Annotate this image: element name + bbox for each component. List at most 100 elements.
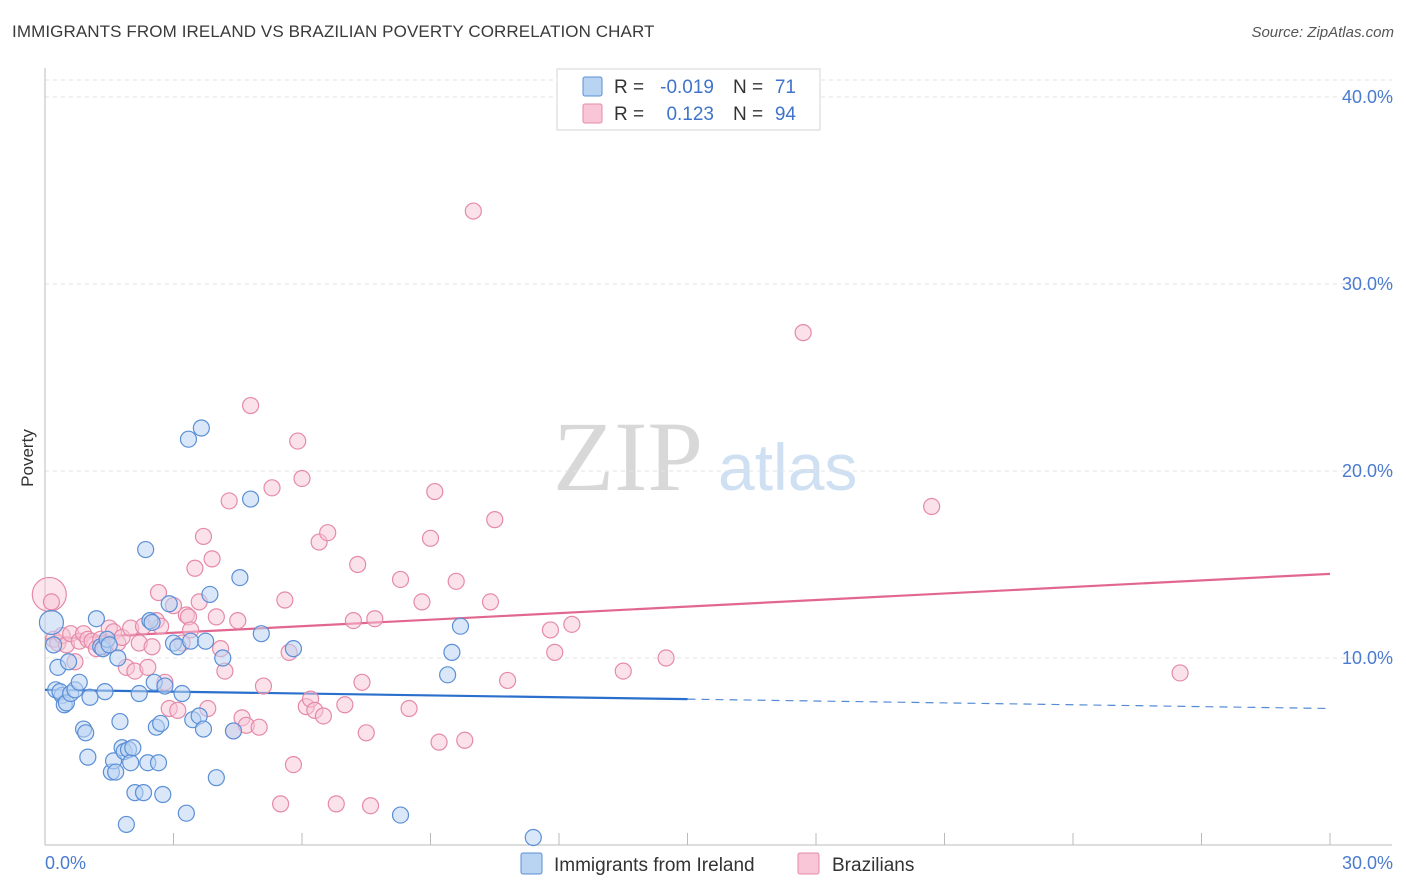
data-point-brazilians [499, 671, 517, 690]
tick-labels: 10.0% 20.0% 30.0% 40.0% 0.0% 30.0% [45, 87, 1393, 873]
data-point-brazilians [229, 611, 247, 630]
data-point-brazilians [391, 570, 410, 589]
data-point-brazilians [169, 701, 187, 719]
data-point-brazilians [203, 550, 221, 568]
data-point-brazilians [344, 611, 362, 630]
data-point-brazilians [319, 524, 337, 542]
data-point-brazilians [614, 662, 632, 680]
data-point-ireland [231, 568, 249, 587]
data-point-ireland [192, 419, 210, 437]
data-point-brazilians [289, 432, 307, 450]
data-point-ireland [111, 712, 129, 731]
data-point-ireland [524, 828, 542, 847]
legend-bottom-swatch-brazilians [797, 852, 820, 875]
data-point-ireland [124, 739, 142, 757]
data-point-ireland [81, 688, 99, 706]
data-point-brazilians [657, 649, 675, 667]
data-point-ireland [173, 684, 191, 703]
data-point-ireland [179, 430, 198, 448]
data-point-brazilians [143, 638, 161, 656]
data-point-brazilians [42, 593, 61, 611]
y-tick-label: 30.0% [1342, 274, 1393, 294]
data-point-ireland [154, 785, 172, 804]
ireland-points [38, 419, 542, 847]
data-point-brazilians [794, 324, 812, 342]
data-point-ireland [224, 722, 243, 740]
data-point-brazilians [220, 492, 238, 510]
data-point-ireland [242, 490, 260, 508]
legend-bottom-label-brazilians: Brazilians [832, 855, 914, 876]
data-point-ireland [143, 613, 161, 632]
data-point-ireland [451, 617, 470, 635]
data-point-brazilians [426, 482, 444, 501]
data-point-brazilians [923, 497, 941, 516]
data-point-brazilians [336, 696, 354, 714]
y-tick-label: 10.0% [1342, 648, 1393, 668]
trend-line-ireland [44, 688, 688, 701]
grid-lines [45, 79, 1392, 659]
data-point-brazilians [327, 795, 345, 813]
data-point-ireland [77, 724, 95, 742]
data-point-brazilians [430, 733, 448, 751]
legend-n-label-2: N = [733, 104, 763, 125]
axes [44, 68, 1392, 846]
data-point-brazilians [481, 593, 500, 611]
legend-n-value-2: 94 [775, 104, 797, 125]
data-point-brazilians [149, 583, 168, 602]
x-tick-label: 30.0% [1342, 853, 1393, 873]
legend-bottom-label-ireland: Immigrants from Ireland [554, 855, 755, 876]
data-point-brazilians [139, 658, 157, 676]
data-point-brazilians [353, 673, 371, 691]
data-point-ireland [284, 640, 303, 658]
data-point-ireland [443, 643, 461, 661]
data-point-ireland [87, 610, 106, 628]
data-point-brazilians [421, 529, 440, 547]
data-point-ireland [177, 804, 195, 822]
data-point-brazilians [357, 724, 375, 742]
data-point-ireland [117, 815, 135, 834]
data-point-brazilians [456, 731, 474, 749]
data-point-brazilians [361, 797, 380, 815]
data-point-ireland [194, 720, 213, 738]
data-point-brazilians [563, 615, 581, 633]
data-point-ireland [439, 666, 457, 684]
trend-lines [44, 572, 1331, 710]
legend-r-label-2: R = [614, 104, 644, 125]
data-point-brazilians [1171, 664, 1189, 682]
data-point-brazilians [349, 555, 367, 574]
data-point-brazilians [242, 396, 260, 415]
data-point-ireland [214, 649, 232, 667]
data-point-ireland [182, 632, 200, 650]
data-point-ireland [137, 540, 155, 559]
legend-n-label-1: N = [733, 77, 763, 98]
legend-r-label-1: R = [614, 77, 644, 98]
data-point-ireland [156, 677, 174, 695]
data-point-ireland [134, 784, 153, 802]
data-point-ireland [107, 763, 125, 781]
y-tick-label: 20.0% [1342, 461, 1393, 481]
data-point-brazilians [400, 699, 418, 718]
y-tick-label: 40.0% [1342, 87, 1393, 107]
chart-title: IMMIGRANTS FROM IRELAND VS BRAZILIAN POV… [12, 22, 655, 41]
series-legend: Immigrants from Ireland Brazilians [520, 852, 914, 876]
data-point-brazilians [284, 755, 303, 774]
data-point-brazilians [366, 610, 384, 628]
legend-r-value-2: 0.123 [666, 104, 714, 125]
data-point-brazilians [314, 707, 333, 725]
watermark-zip: ZIP [553, 401, 703, 512]
data-point-brazilians [276, 591, 294, 609]
legend-r-value-1: -0.019 [660, 77, 714, 98]
x-tick-label: 0.0% [45, 853, 86, 873]
data-point-ireland [197, 632, 215, 650]
data-point-brazilians [194, 527, 213, 546]
data-point-ireland [391, 806, 410, 824]
data-point-ireland [152, 714, 170, 733]
data-point-ireland [38, 609, 65, 636]
data-point-brazilians [546, 643, 564, 661]
data-point-ireland [201, 585, 219, 604]
data-point-ireland [59, 653, 78, 671]
source-credit: Source: ZipAtlas.com [1251, 24, 1394, 41]
data-point-ireland [79, 748, 97, 766]
data-point-brazilians [250, 718, 268, 736]
data-point-ireland [252, 625, 270, 643]
